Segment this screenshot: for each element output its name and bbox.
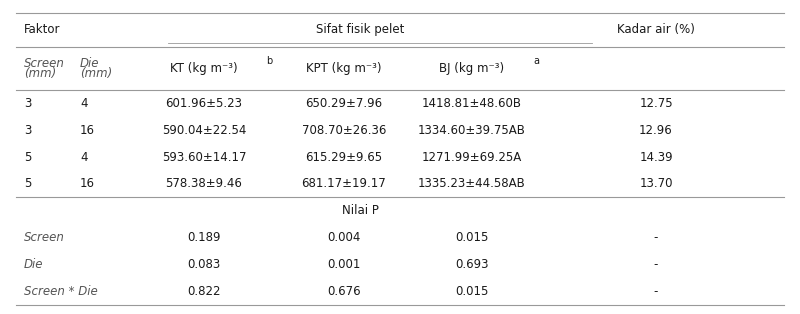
Text: 13.70: 13.70 xyxy=(639,177,673,190)
Text: BJ (kg m⁻³): BJ (kg m⁻³) xyxy=(439,62,505,75)
Text: 708.70±26.36: 708.70±26.36 xyxy=(302,124,386,137)
Text: 16: 16 xyxy=(80,177,95,190)
Text: 590.04±22.54: 590.04±22.54 xyxy=(162,124,246,137)
Text: 0.083: 0.083 xyxy=(187,258,221,271)
Text: -: - xyxy=(654,285,658,298)
Text: 681.17±19.17: 681.17±19.17 xyxy=(302,177,386,190)
Text: Screen: Screen xyxy=(24,231,65,244)
Text: 12.96: 12.96 xyxy=(639,124,673,137)
Text: 601.96±5.23: 601.96±5.23 xyxy=(166,97,242,110)
Text: 4: 4 xyxy=(80,97,87,110)
Text: Die: Die xyxy=(24,258,43,271)
Text: 3: 3 xyxy=(24,97,31,110)
Text: 650.29±7.96: 650.29±7.96 xyxy=(306,97,382,110)
Text: -: - xyxy=(654,231,658,244)
Text: b: b xyxy=(266,56,273,66)
Text: (mm): (mm) xyxy=(24,67,56,79)
Text: Screen * Die: Screen * Die xyxy=(24,285,98,298)
Text: 0.015: 0.015 xyxy=(455,285,489,298)
Text: 0.001: 0.001 xyxy=(327,258,361,271)
Text: 0.676: 0.676 xyxy=(327,285,361,298)
Text: 1418.81±48.60B: 1418.81±48.60B xyxy=(422,97,522,110)
Text: 3: 3 xyxy=(24,124,31,137)
Text: 12.75: 12.75 xyxy=(639,97,673,110)
Text: (mm): (mm) xyxy=(80,67,112,79)
Text: 1335.23±44.58AB: 1335.23±44.58AB xyxy=(418,177,526,190)
Text: 0.189: 0.189 xyxy=(187,231,221,244)
Text: 593.60±14.17: 593.60±14.17 xyxy=(162,151,246,164)
Text: Nilai P: Nilai P xyxy=(342,204,378,217)
Text: a: a xyxy=(534,56,539,66)
Text: KPT (kg m⁻³): KPT (kg m⁻³) xyxy=(306,62,382,75)
Text: 0.004: 0.004 xyxy=(327,231,361,244)
Text: 5: 5 xyxy=(24,177,31,190)
Text: Die: Die xyxy=(80,57,99,70)
Text: Kadar air (%): Kadar air (%) xyxy=(617,23,695,36)
Text: Faktor: Faktor xyxy=(24,23,61,36)
Text: 5: 5 xyxy=(24,151,31,164)
Text: 615.29±9.65: 615.29±9.65 xyxy=(306,151,382,164)
Text: 578.38±9.46: 578.38±9.46 xyxy=(166,177,242,190)
Text: 1334.60±39.75AB: 1334.60±39.75AB xyxy=(418,124,526,137)
Text: KT (kg m⁻³): KT (kg m⁻³) xyxy=(170,62,238,75)
Text: 14.39: 14.39 xyxy=(639,151,673,164)
Text: 1271.99±69.25A: 1271.99±69.25A xyxy=(422,151,522,164)
Text: 0.015: 0.015 xyxy=(455,231,489,244)
Text: 0.693: 0.693 xyxy=(455,258,489,271)
Text: -: - xyxy=(654,258,658,271)
Text: 0.822: 0.822 xyxy=(187,285,221,298)
Text: 16: 16 xyxy=(80,124,95,137)
Text: Screen: Screen xyxy=(24,57,65,70)
Text: Sifat fisik pelet: Sifat fisik pelet xyxy=(316,23,404,36)
Text: 4: 4 xyxy=(80,151,87,164)
